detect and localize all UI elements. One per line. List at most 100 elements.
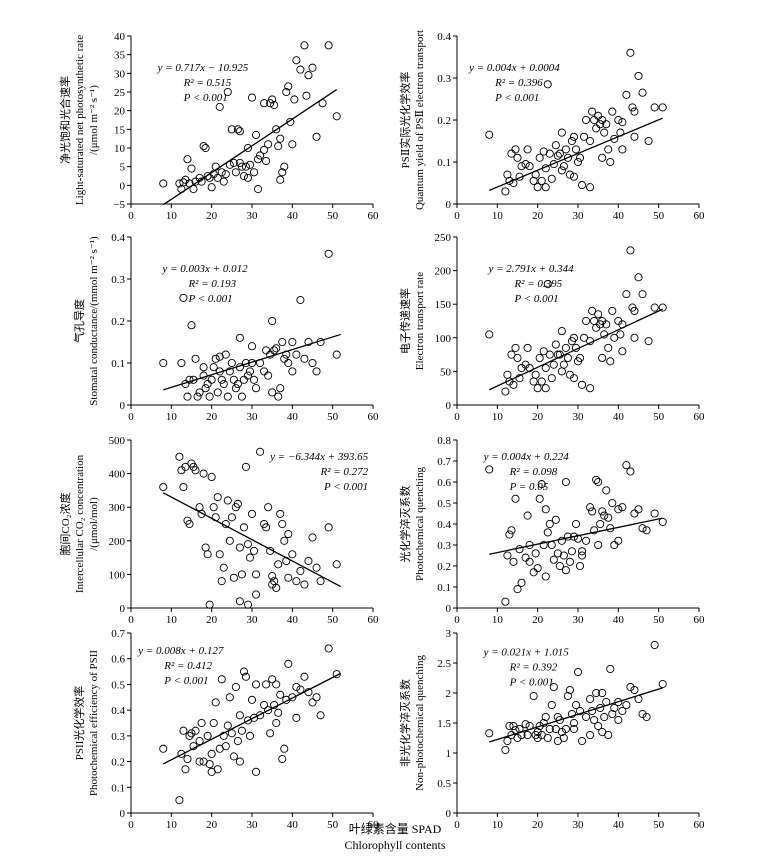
data-point xyxy=(244,541,251,548)
y-axis-label: Electron transport rate xyxy=(414,272,426,370)
data-point xyxy=(587,731,594,738)
y-tick-label: 0.5 xyxy=(437,498,451,510)
y-tick-label: 200 xyxy=(109,536,126,548)
y-tick-label: 5 xyxy=(120,162,126,174)
data-point xyxy=(285,359,292,366)
y-tick-label: 0.1 xyxy=(437,157,451,169)
y-tick-label: 20 xyxy=(114,106,126,118)
data-point xyxy=(635,274,642,281)
data-point xyxy=(214,389,221,396)
data-point xyxy=(184,393,191,400)
y-tick-label: 35 xyxy=(114,50,126,62)
y-axis-label: Non-photochemical quenching xyxy=(414,655,426,791)
data-point xyxy=(597,520,604,527)
x-tick-label: 30 xyxy=(247,614,259,626)
data-point xyxy=(267,730,274,737)
x-tick-label: 40 xyxy=(287,819,299,831)
data-point xyxy=(252,131,259,138)
data-point xyxy=(228,514,235,521)
data-point xyxy=(188,165,195,172)
x-tick-label: 30 xyxy=(247,819,259,831)
p-value-label: P < 0.001 xyxy=(513,293,558,305)
data-point xyxy=(202,544,209,551)
data-point xyxy=(611,541,618,548)
data-point xyxy=(220,178,227,185)
panel-1: 0 10 20 30 40 50 60−50510152025303540净光饱和光合速率 L… xyxy=(58,31,379,222)
data-point xyxy=(285,660,292,667)
x-tick-label: 40 xyxy=(287,210,299,222)
data-point xyxy=(587,504,594,511)
data-point xyxy=(160,359,167,366)
x-tick-label: 10 xyxy=(492,210,504,222)
y-axis-label: 净光饱和光合速率 xyxy=(58,76,72,164)
data-point xyxy=(512,495,519,502)
data-point xyxy=(160,483,167,490)
panel-7: 0 10 20 30 40 50 6000.10.20.30.40.50.60.7PSII光… xyxy=(72,628,379,831)
data-point xyxy=(252,681,259,688)
data-point xyxy=(184,156,191,163)
r-squared-label: R² = 0.396 xyxy=(494,77,543,89)
y-tick-label: 0.3 xyxy=(437,73,451,85)
data-point xyxy=(574,158,581,165)
y-tick-label: 25 xyxy=(114,87,126,99)
data-point xyxy=(544,529,551,536)
data-point xyxy=(236,128,243,135)
data-point xyxy=(502,188,509,195)
data-point xyxy=(289,141,296,148)
data-point xyxy=(558,167,565,174)
data-point xyxy=(587,695,594,702)
y-tick-label: 400 xyxy=(109,469,126,481)
x-tick-label: 50 xyxy=(327,819,339,831)
x-tick-label: 50 xyxy=(653,614,665,626)
data-point xyxy=(220,380,227,387)
data-point xyxy=(333,561,340,568)
data-point xyxy=(317,578,324,585)
data-point xyxy=(504,371,511,378)
y-tick-label: 150 xyxy=(435,299,452,311)
regression-equation: y = −6.344x + 393.65 xyxy=(269,451,369,463)
data-point xyxy=(236,758,243,765)
y-tick-label: 0.2 xyxy=(437,561,451,573)
data-point xyxy=(629,104,636,111)
data-point xyxy=(254,185,261,192)
data-point xyxy=(269,389,276,396)
data-point xyxy=(605,146,612,153)
y-axis-label: Photochemical quenching xyxy=(414,467,426,581)
data-point xyxy=(587,385,594,392)
y-tick-label: 0.3 xyxy=(111,731,125,743)
data-point xyxy=(194,393,201,400)
p-value-label: P = 0.05 xyxy=(509,481,549,493)
data-point xyxy=(313,564,320,571)
data-point xyxy=(601,129,608,136)
data-point xyxy=(566,558,573,565)
data-point xyxy=(313,694,320,701)
data-point xyxy=(285,530,292,537)
data-point xyxy=(582,116,589,123)
data-point xyxy=(578,548,585,555)
x-tick-label: 0 xyxy=(128,819,134,831)
data-point xyxy=(538,177,545,184)
y-tick-label: 0.5 xyxy=(111,679,125,691)
data-point xyxy=(261,368,268,375)
data-point xyxy=(546,150,553,157)
x-tick-label: 0 xyxy=(128,210,134,222)
data-point xyxy=(305,72,312,79)
x-tick-label: 60 xyxy=(368,210,380,222)
data-point xyxy=(599,728,606,735)
y-axis-label: 气孔导度 xyxy=(72,299,86,343)
data-point xyxy=(651,304,658,311)
data-point xyxy=(248,510,255,517)
data-point xyxy=(232,683,239,690)
data-point xyxy=(297,66,304,73)
x-tick-label: 0 xyxy=(454,411,460,423)
data-point xyxy=(214,494,221,501)
x-tick-label: 20 xyxy=(206,411,218,423)
data-point xyxy=(554,737,561,744)
data-point xyxy=(510,558,517,565)
data-point xyxy=(224,722,231,729)
data-point xyxy=(532,371,539,378)
data-point xyxy=(659,104,666,111)
data-point xyxy=(514,586,521,593)
data-point xyxy=(178,359,185,366)
x-tick-label: 50 xyxy=(653,411,665,423)
